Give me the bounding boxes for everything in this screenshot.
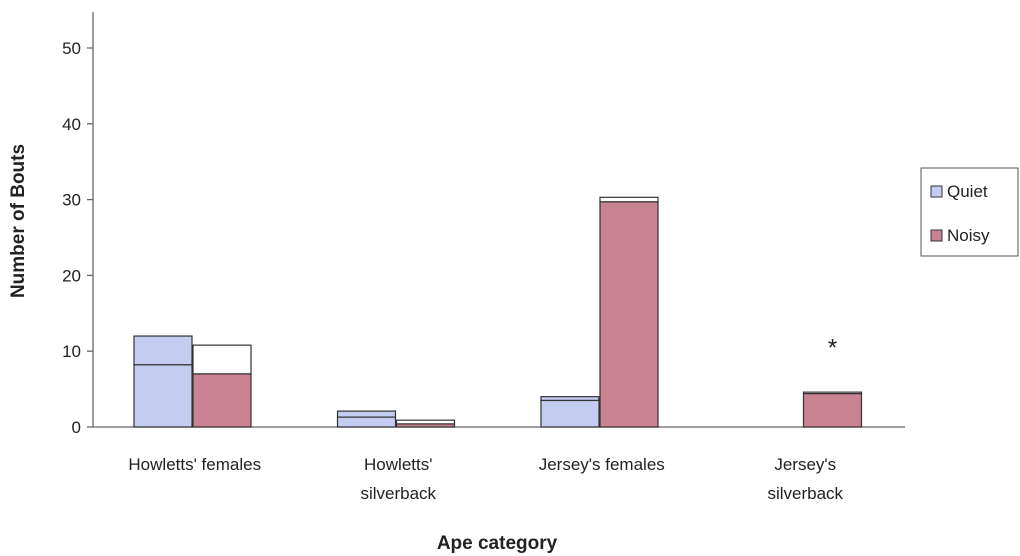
bar-noisy bbox=[395, 423, 456, 428]
y-tick-label: 10 bbox=[62, 342, 81, 361]
y-tick-label: 0 bbox=[72, 418, 81, 437]
x-axis: Howletts' females Howletts' silverback Jers… bbox=[93, 426, 905, 503]
bar-quiet bbox=[336, 416, 397, 428]
legend-label-noisy: Noisy bbox=[947, 226, 990, 245]
y-axis: 0 10 20 30 40 50 bbox=[62, 12, 94, 437]
bar-noisy bbox=[192, 373, 252, 428]
y-tick-label: 50 bbox=[62, 39, 81, 58]
bar-noisy bbox=[802, 393, 863, 428]
bar-top-segment bbox=[336, 410, 397, 418]
legend-swatch-noisy bbox=[930, 229, 943, 242]
x-category-label: Howletts' females bbox=[128, 455, 261, 474]
legend: Quiet Noisy bbox=[920, 167, 1019, 257]
y-tick-label: 30 bbox=[62, 191, 81, 210]
y-axis-title: Number of Bouts bbox=[8, 144, 29, 298]
legend-label-quiet: Quiet bbox=[947, 182, 988, 201]
bars bbox=[133, 196, 863, 428]
x-axis-title: Ape category bbox=[437, 533, 558, 554]
bar-quiet bbox=[540, 399, 600, 428]
x-category-label: Howletts' bbox=[364, 455, 432, 474]
x-category-label: Jersey's bbox=[774, 455, 836, 474]
bar-top-segment bbox=[192, 344, 252, 375]
bar-quiet bbox=[133, 364, 193, 428]
significance-asterisk: * bbox=[828, 334, 837, 361]
bar-top-segment bbox=[133, 335, 193, 366]
x-category-label: silverback bbox=[767, 484, 843, 503]
x-category-label: Jersey's females bbox=[539, 455, 665, 474]
bar-noisy bbox=[599, 201, 659, 428]
bar-top-segment bbox=[599, 196, 659, 203]
legend-swatch-quiet bbox=[930, 185, 943, 198]
y-tick-label: 40 bbox=[62, 115, 81, 134]
annotations: * bbox=[828, 334, 837, 361]
x-category-label: silverback bbox=[360, 484, 436, 503]
y-tick-label: 20 bbox=[62, 266, 81, 285]
